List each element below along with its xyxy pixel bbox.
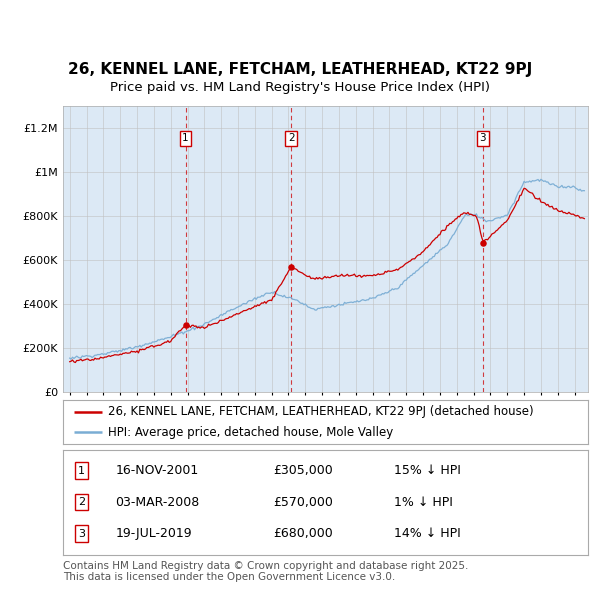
Text: 03-MAR-2008: 03-MAR-2008 [115,496,200,509]
Text: 26, KENNEL LANE, FETCHAM, LEATHERHEAD, KT22 9PJ: 26, KENNEL LANE, FETCHAM, LEATHERHEAD, K… [68,62,532,77]
Text: £305,000: £305,000 [273,464,333,477]
Text: 26, KENNEL LANE, FETCHAM, LEATHERHEAD, KT22 9PJ (detached house): 26, KENNEL LANE, FETCHAM, LEATHERHEAD, K… [107,405,533,418]
Text: 15% ↓ HPI: 15% ↓ HPI [394,464,461,477]
Text: Price paid vs. HM Land Registry's House Price Index (HPI): Price paid vs. HM Land Registry's House … [110,81,490,94]
Text: Contains HM Land Registry data © Crown copyright and database right 2025.: Contains HM Land Registry data © Crown c… [63,560,469,571]
Text: £680,000: £680,000 [273,527,333,540]
Text: 14% ↓ HPI: 14% ↓ HPI [394,527,461,540]
Point [181,320,190,330]
Text: 2: 2 [288,133,295,143]
Text: 1: 1 [78,466,85,476]
Text: 1% ↓ HPI: 1% ↓ HPI [394,496,452,509]
Text: 1: 1 [182,133,189,143]
Point [478,238,488,247]
Text: 16-NOV-2001: 16-NOV-2001 [115,464,199,477]
Text: 19-JUL-2019: 19-JUL-2019 [115,527,192,540]
Text: This data is licensed under the Open Government Licence v3.0.: This data is licensed under the Open Gov… [63,572,395,582]
Text: £570,000: £570,000 [273,496,333,509]
Text: 3: 3 [78,529,85,539]
Text: HPI: Average price, detached house, Mole Valley: HPI: Average price, detached house, Mole… [107,426,393,439]
Text: 2: 2 [78,497,85,507]
Text: 3: 3 [479,133,486,143]
Point [287,262,296,271]
